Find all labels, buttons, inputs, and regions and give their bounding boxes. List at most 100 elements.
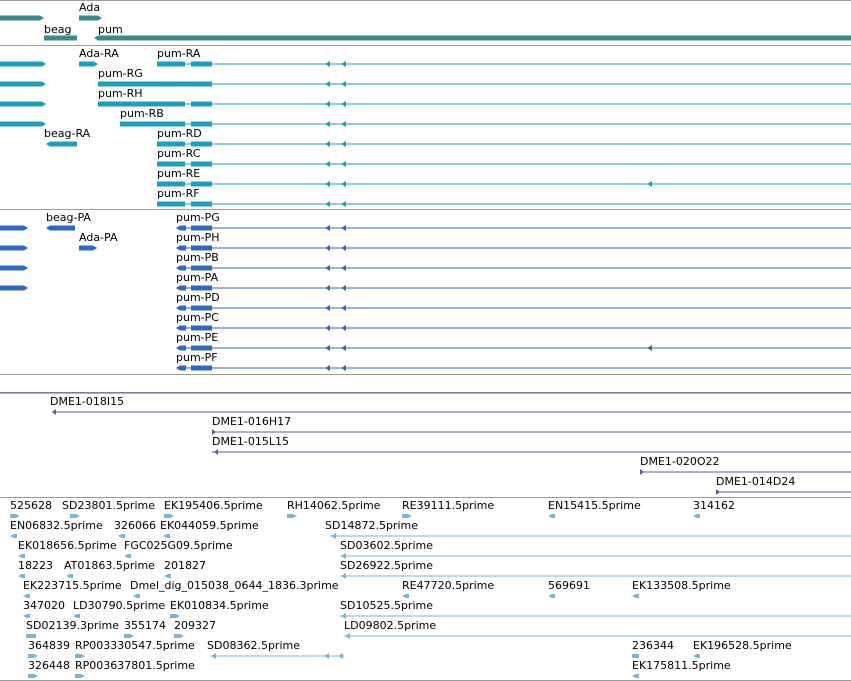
est-label[interactable]: EK044059.5prime [160, 519, 259, 532]
bac-label-020o22[interactable]: DME1-020O22 [640, 455, 720, 468]
est-block [406, 594, 409, 598]
est-label[interactable]: EN06832.5prime [10, 519, 103, 532]
est-label[interactable]: RE39111.5prime [402, 499, 495, 512]
est-label[interactable]: 364839 [28, 639, 70, 652]
est-label[interactable]: EN15415.5prime [548, 499, 641, 512]
gene-label-pum[interactable]: pum [98, 23, 123, 36]
est-block [174, 634, 180, 638]
bac-label-016h17[interactable]: DME1-016H17 [212, 415, 292, 428]
protein-label-pum-p4[interactable]: pum-PD [176, 291, 220, 304]
est-arrow [293, 514, 297, 518]
est-label[interactable]: RP003637801.5prime [75, 659, 195, 672]
strand-arrow [24, 225, 28, 231]
transcript-label-ada-ra[interactable]: Ada-RA [79, 47, 119, 60]
est-label[interactable]: EK175811.5prime [632, 659, 731, 672]
est-label[interactable]: 201827 [164, 559, 206, 572]
est-arrow [18, 574, 22, 578]
protein-label-ada-pa[interactable]: Ada-PA [79, 231, 118, 244]
est-label[interactable]: 569691 [548, 579, 590, 592]
est-label[interactable]: RE47720.5prime [402, 579, 495, 592]
est-block [137, 594, 140, 598]
est-label[interactable]: 355174 [124, 619, 166, 632]
est-label[interactable]: RH14062.5prime [287, 499, 381, 512]
transcript-label-pum-rf[interactable]: pum-RF [157, 187, 200, 200]
transcript-label-pum-rc[interactable]: pum-RC [157, 147, 201, 160]
intron-arrow [325, 201, 330, 207]
protein-label-pum-p5[interactable]: pum-PC [176, 311, 219, 324]
est-label[interactable]: EK223715.5prime [23, 579, 122, 592]
strand-arrow [42, 81, 46, 87]
est-label[interactable]: 525628 [10, 499, 52, 512]
est-block [122, 534, 125, 538]
transcript-label-pum-rh[interactable]: pum-RH [98, 87, 143, 100]
protein-label-pum-p7[interactable]: pum-PF [176, 351, 218, 364]
strand-arrow [24, 245, 28, 251]
est-label[interactable]: 347020 [23, 599, 65, 612]
intron-arrow [341, 181, 346, 187]
est-label[interactable]: RP003330547.5prime [75, 639, 195, 652]
transcript-label-beag-ra[interactable]: beag-RA [44, 127, 91, 140]
est-label[interactable]: SD02139.3prime [26, 619, 119, 632]
est-label[interactable]: AT01863.5prime [64, 559, 155, 572]
est-label[interactable]: 326448 [28, 659, 70, 672]
gene-label-ada[interactable]: Ada [79, 1, 101, 14]
transcript-label-pum-rb[interactable]: pum-RB [120, 107, 164, 120]
gene-pum-block [98, 35, 851, 41]
est-label[interactable]: EK196528.5prime [693, 639, 792, 652]
est-label[interactable]: EK018656.5prime [18, 539, 117, 552]
est-block [552, 514, 555, 518]
est-label[interactable]: LD09802.5prime [344, 619, 437, 632]
transcript-label-pum-rg[interactable]: pum-RG [98, 67, 143, 80]
est-label[interactable]: EK133508.5prime [632, 579, 731, 592]
est-label[interactable]: SD14872.5prime [325, 519, 418, 532]
bac-arrow [640, 469, 644, 475]
est-label[interactable]: EK010834.5prime [170, 599, 269, 612]
est-label[interactable]: Dmel_dig_015038_0644_1836.3prime [130, 579, 339, 592]
exon-block [191, 101, 212, 107]
est-label[interactable]: FGC025G09.5prime [124, 539, 233, 552]
exon-block [180, 245, 186, 251]
est-arrow [548, 594, 552, 598]
est-label[interactable]: 314162 [693, 499, 735, 512]
est-arrow [23, 594, 27, 598]
transcript-label-pum-rd[interactable]: pum-RD [157, 127, 202, 140]
protein-label-pum-p1[interactable]: pum-PH [176, 231, 220, 244]
est-label[interactable]: LD30790.5prime [73, 599, 166, 612]
est-arrow [180, 634, 184, 638]
protein-label-pum-p3[interactable]: pum-PA [176, 271, 219, 284]
est-block [167, 534, 170, 538]
est-label[interactable]: 18223 [18, 559, 53, 572]
est-label[interactable]: 236344 [632, 639, 674, 652]
strand-arrow [176, 305, 180, 311]
bac-label-015l15[interactable]: DME1-015L15 [212, 435, 289, 448]
est-label[interactable]: EK195406.5prime [164, 499, 263, 512]
est-arrow [34, 654, 38, 658]
est-arrow [23, 614, 27, 618]
est-label[interactable]: SD26922.5prime [340, 559, 433, 572]
gene-ada-left-block [0, 15, 40, 21]
est-arrow [331, 533, 336, 539]
est-label[interactable]: 209327 [174, 619, 216, 632]
transcript-label-pum-re[interactable]: pum-RE [157, 167, 201, 180]
est-label[interactable]: SD10525.5prime [340, 599, 433, 612]
est-label[interactable]: 326066 [114, 519, 156, 532]
protein-label-pum-p2[interactable]: pum-PB [176, 251, 219, 264]
est-block [26, 634, 36, 638]
bac-label-014d24[interactable]: DME1-014D24 [716, 475, 796, 488]
bac-label-018i15[interactable]: DME1-018I15 [50, 395, 125, 408]
transcript-label-pum-ra[interactable]: pum-RA [157, 47, 201, 60]
protein-label-beag-pa[interactable]: beag-PA [46, 211, 91, 224]
intron-arrow [325, 345, 330, 351]
gene-label-beag[interactable]: beag [44, 23, 72, 36]
protein-label-pum-p0[interactable]: pum-PG [176, 211, 220, 224]
est-block [70, 514, 76, 518]
protein-label-pum-p6[interactable]: pum-PE [176, 331, 219, 344]
intron-arrow [341, 201, 346, 207]
est-label[interactable]: SD23801.5prime [62, 499, 155, 512]
exon-block [180, 305, 186, 311]
est-label[interactable]: SD03602.5prime [340, 539, 433, 552]
est-label[interactable]: SD08362.5prime [207, 639, 300, 652]
intron-arrow [341, 141, 346, 147]
ada-protein-block [0, 245, 24, 251]
